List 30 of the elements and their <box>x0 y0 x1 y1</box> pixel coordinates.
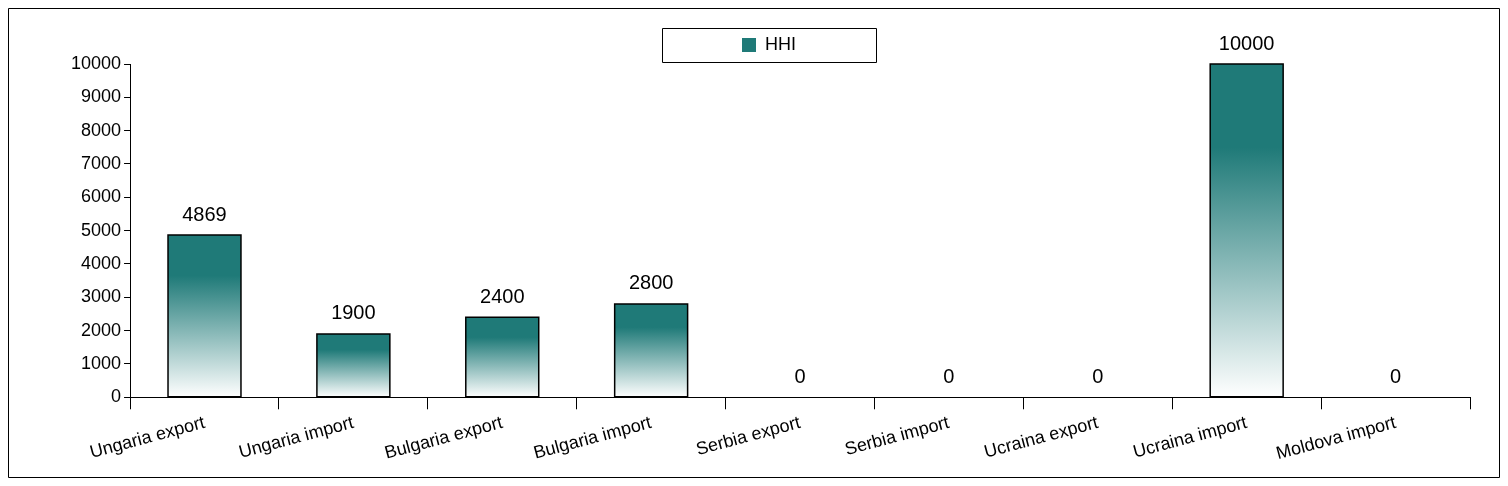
x-tick-label: Bulgaria export <box>382 412 505 463</box>
y-tick-label: 6000 <box>81 186 122 207</box>
data-label: 0 <box>1390 364 1402 387</box>
data-label: 2800 <box>628 271 674 294</box>
x-tick-label: Serbia import <box>842 412 952 460</box>
x-tick-label: Serbia export <box>693 412 803 460</box>
y-tick-label: 1000 <box>81 352 122 373</box>
y-tick-label: 2000 <box>81 319 122 340</box>
y-tick-label: 10000 <box>70 52 122 73</box>
data-label: 4869 <box>182 202 227 225</box>
y-tick-label: 7000 <box>81 152 122 173</box>
y-tick-label: 3000 <box>81 286 122 307</box>
data-label: 1900 <box>331 301 376 324</box>
data-label: 10000 <box>1218 31 1275 54</box>
y-tick-label: 0 <box>111 386 122 407</box>
data-label: 0 <box>794 364 806 387</box>
x-tick-label: Ungaria import <box>236 412 356 462</box>
y-tick-label: 9000 <box>81 86 122 107</box>
x-tick-label: Moldova import <box>1273 412 1398 464</box>
y-tick-label: 4000 <box>81 252 122 273</box>
x-tick-label: Ucraina export <box>981 412 1101 462</box>
y-tick-label: 5000 <box>81 219 122 240</box>
data-label: 0 <box>1092 364 1104 387</box>
data-label: 0 <box>943 364 955 387</box>
data-label: 2400 <box>480 284 525 307</box>
x-tick-label: Ungaria export <box>87 412 207 462</box>
x-tick-label: Ucraina import <box>1130 412 1249 462</box>
x-tick-label: Bulgaria import <box>531 412 654 463</box>
y-tick-label: 8000 <box>81 119 122 140</box>
legend-label: HHI <box>765 33 796 54</box>
